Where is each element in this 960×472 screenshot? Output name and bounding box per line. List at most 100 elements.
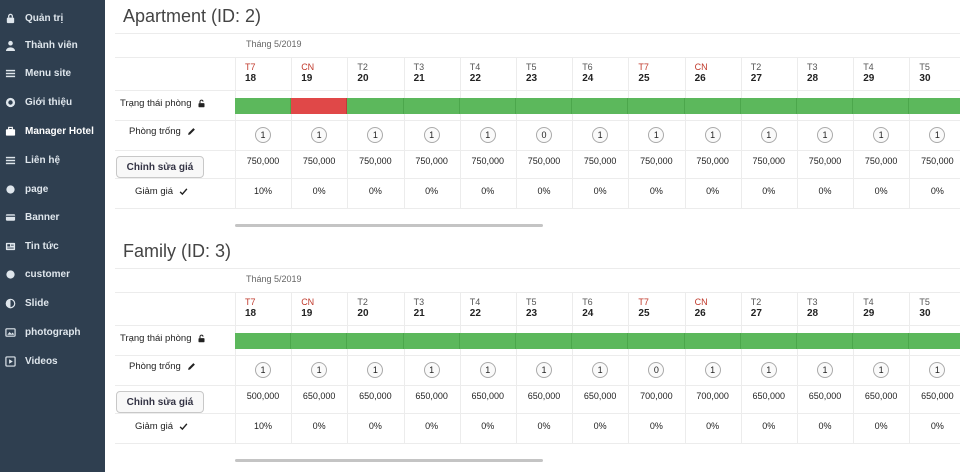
- status-cell-open[interactable]: [459, 98, 516, 114]
- sidebar-item-customer[interactable]: customer: [0, 264, 105, 284]
- price-cell[interactable]: 750,000: [808, 156, 842, 166]
- horizontal-scrollbar[interactable]: [235, 459, 543, 462]
- vacant-count[interactable]: 1: [760, 127, 777, 143]
- sidebar-item-photograph[interactable]: photograph: [0, 322, 105, 342]
- price-cell[interactable]: 500,000: [246, 391, 280, 401]
- vacant-count[interactable]: 0: [536, 127, 552, 143]
- vacant-count[interactable]: 1: [423, 362, 440, 378]
- price-cell[interactable]: 750,000: [246, 156, 280, 166]
- sidebar-item-banner[interactable]: Banner: [0, 207, 105, 227]
- unlock-icon[interactable]: [197, 99, 206, 108]
- sidebar-item-manager-hotel[interactable]: Manager Hotel: [0, 121, 105, 141]
- status-cell-open[interactable]: [853, 333, 910, 349]
- vacant-count[interactable]: 1: [704, 362, 721, 378]
- vacant-count[interactable]: 1: [479, 127, 496, 143]
- vacant-count[interactable]: 0: [648, 362, 665, 378]
- price-cell[interactable]: 650,000: [583, 391, 617, 401]
- vacant-count[interactable]: 1: [817, 362, 833, 378]
- status-cell-open[interactable]: [796, 333, 854, 349]
- status-cell-open[interactable]: [628, 98, 685, 114]
- vacant-count[interactable]: 1: [536, 362, 552, 378]
- status-cell-open[interactable]: [740, 333, 797, 349]
- status-cell-open[interactable]: [909, 333, 960, 349]
- pencil-icon[interactable]: [187, 362, 196, 371]
- price-cell[interactable]: 650,000: [921, 391, 954, 401]
- sidebar-item-tin-tức[interactable]: Tin tức: [0, 236, 105, 256]
- status-cell-open[interactable]: [403, 98, 460, 114]
- vacant-count[interactable]: 1: [873, 362, 890, 378]
- sidebar-item-liên-hệ[interactable]: Liên hệ: [0, 150, 105, 170]
- price-cell[interactable]: 650,000: [527, 391, 561, 401]
- status-cell-open[interactable]: [347, 98, 404, 114]
- status-cell-open[interactable]: [909, 98, 960, 114]
- status-cell-open[interactable]: [459, 333, 516, 349]
- vacant-count[interactable]: 1: [929, 127, 946, 143]
- status-cell-open[interactable]: [235, 98, 292, 114]
- vacant-count[interactable]: 1: [311, 127, 328, 143]
- vacant-count[interactable]: 1: [479, 362, 496, 378]
- sidebar-item-slide[interactable]: Slide: [0, 293, 105, 313]
- price-cell[interactable]: 650,000: [359, 391, 392, 401]
- status-cell-booked[interactable]: [291, 98, 348, 114]
- vacant-count[interactable]: 1: [929, 362, 946, 378]
- unlock-icon[interactable]: [197, 334, 206, 343]
- status-cell-open[interactable]: [515, 98, 573, 114]
- price-cell[interactable]: 750,000: [696, 156, 729, 166]
- price-cell[interactable]: 750,000: [527, 156, 561, 166]
- sidebar-item-quản-trị[interactable]: Quản trị: [0, 8, 105, 28]
- status-cell-open[interactable]: [235, 333, 292, 349]
- status-cell-open[interactable]: [347, 333, 404, 349]
- price-cell[interactable]: 750,000: [359, 156, 392, 166]
- vacant-count[interactable]: 1: [760, 362, 777, 378]
- status-cell-open[interactable]: [684, 333, 741, 349]
- vacant-count[interactable]: 1: [367, 127, 384, 143]
- price-cell[interactable]: 650,000: [808, 391, 842, 401]
- price-cell[interactable]: 650,000: [864, 391, 898, 401]
- horizontal-scrollbar[interactable]: [235, 224, 543, 227]
- check-icon[interactable]: [179, 187, 188, 196]
- price-cell[interactable]: 700,000: [640, 391, 673, 401]
- price-cell[interactable]: 700,000: [696, 391, 729, 401]
- edit-price-button[interactable]: Chỉnh sửa giá: [116, 156, 204, 178]
- price-cell[interactable]: 750,000: [864, 156, 898, 166]
- sidebar-item-giới-thiệu[interactable]: Giới thiệu: [0, 92, 105, 112]
- price-cell[interactable]: 750,000: [921, 156, 954, 166]
- check-icon[interactable]: [179, 422, 188, 431]
- vacant-count[interactable]: 1: [367, 362, 384, 378]
- vacant-count[interactable]: 1: [423, 127, 440, 143]
- vacant-count[interactable]: 1: [704, 127, 721, 143]
- vacant-count[interactable]: 1: [255, 127, 271, 143]
- vacant-count[interactable]: 1: [592, 362, 609, 378]
- status-cell-open[interactable]: [684, 98, 741, 114]
- status-cell-open[interactable]: [572, 98, 629, 114]
- price-cell[interactable]: 750,000: [640, 156, 673, 166]
- status-cell-open[interactable]: [291, 333, 348, 349]
- price-cell[interactable]: 750,000: [752, 156, 786, 166]
- sidebar-item-page[interactable]: page: [0, 179, 105, 199]
- sidebar-item-menu-site[interactable]: Menu site: [0, 63, 105, 83]
- price-cell[interactable]: 750,000: [471, 156, 505, 166]
- price-cell[interactable]: 750,000: [302, 156, 336, 166]
- price-cell[interactable]: 650,000: [752, 391, 786, 401]
- vacant-count[interactable]: 1: [873, 127, 890, 143]
- edit-price-button[interactable]: Chỉnh sửa giá: [116, 391, 204, 413]
- price-cell[interactable]: 750,000: [583, 156, 617, 166]
- status-cell-open[interactable]: [628, 333, 685, 349]
- status-cell-open[interactable]: [796, 98, 854, 114]
- price-cell[interactable]: 650,000: [471, 391, 505, 401]
- price-cell[interactable]: 650,000: [302, 391, 336, 401]
- sidebar-item-thành-viên[interactable]: Thành viên: [0, 35, 105, 55]
- sidebar-item-videos[interactable]: Videos: [0, 351, 105, 371]
- vacant-count[interactable]: 1: [311, 362, 328, 378]
- status-cell-open[interactable]: [853, 98, 910, 114]
- status-cell-open[interactable]: [572, 333, 629, 349]
- price-cell[interactable]: 750,000: [415, 156, 448, 166]
- vacant-count[interactable]: 1: [648, 127, 665, 143]
- status-cell-open[interactable]: [515, 333, 573, 349]
- pencil-icon[interactable]: [187, 127, 196, 136]
- vacant-count[interactable]: 1: [592, 127, 609, 143]
- vacant-count[interactable]: 1: [817, 127, 833, 143]
- status-cell-open[interactable]: [740, 98, 797, 114]
- vacant-count[interactable]: 1: [255, 362, 271, 378]
- price-cell[interactable]: 650,000: [415, 391, 448, 401]
